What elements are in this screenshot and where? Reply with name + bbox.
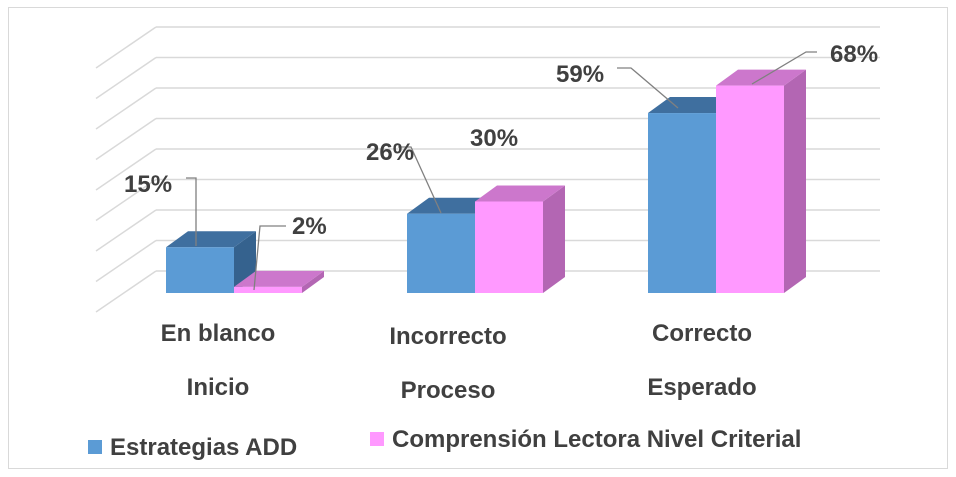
legend-label-comprension: Comprensión Lectora Nivel Criterial (392, 426, 802, 453)
category-label-0-line2: Inicio (186, 374, 250, 401)
legend-item-comprension: Comprensión Lectora Nivel Criterial (370, 426, 801, 454)
category-label-2-line2: Esperado (647, 374, 757, 401)
category-label-2: Correcto Esperado (592, 322, 812, 400)
bar (166, 231, 256, 293)
data-label: 30% (470, 125, 518, 152)
category-label-1-line1: Incorrecto (389, 323, 507, 350)
bar (475, 185, 565, 293)
gridline (95, 26, 880, 69)
category-label-1: Incorrecto Proceso (338, 325, 558, 403)
data-label-text: 59% (556, 61, 604, 88)
category-label-2-line1: Correcto (651, 320, 753, 347)
data-label-text: 2% (292, 213, 327, 240)
category-label-0-line1: En blanco (160, 320, 276, 347)
data-label: 2% (253, 213, 327, 291)
legend-item-estrategias: Estrategias ADD (88, 434, 297, 462)
legend-swatch-estrategias (88, 440, 102, 454)
data-labels: 15% 26% 59% 2% 30% 68% (124, 41, 878, 291)
data-label-text: 15% (124, 171, 172, 198)
category-label-1-line2: Proceso (400, 377, 496, 404)
gridline (95, 56, 880, 100)
data-label: 26% (366, 139, 442, 214)
bar (234, 270, 324, 293)
bar (716, 69, 806, 293)
legend-label-estrategias: Estrategias ADD (110, 434, 298, 461)
legend-swatch-comprension (370, 432, 384, 446)
bars (166, 69, 806, 293)
data-label-text: 26% (366, 139, 414, 166)
data-label-text: 68% (830, 41, 878, 68)
category-label-0: En blanco Inicio (108, 322, 328, 400)
data-label: 68% (751, 41, 878, 85)
data-label: 59% (556, 61, 679, 109)
data-label-text: 30% (470, 125, 518, 152)
data-label: 15% (124, 171, 197, 246)
